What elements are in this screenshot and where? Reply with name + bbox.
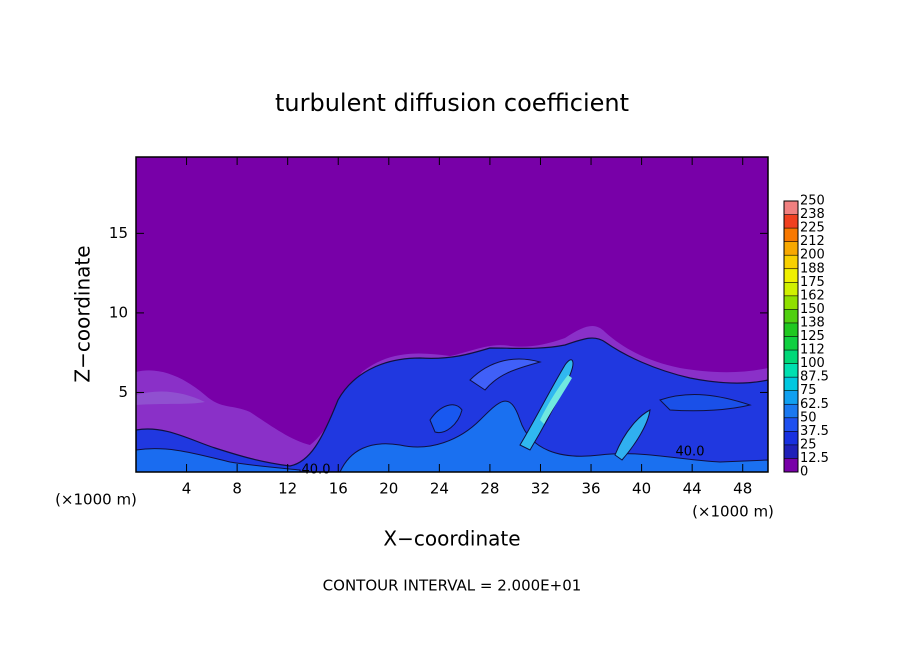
field-band	[429, 404, 463, 434]
x-tick-label: 20	[379, 480, 398, 498]
colorbar-swatch	[784, 404, 798, 418]
colorbar-label: 175	[800, 275, 825, 290]
field-band	[469, 358, 542, 391]
chart-title: turbulent diffusion coefficient	[275, 89, 629, 117]
colorbar-label: 200	[800, 248, 825, 263]
colorbar-swatch	[784, 228, 798, 242]
x-tick-label: 48	[733, 480, 752, 498]
x-tick-label: 28	[480, 480, 499, 498]
field-band	[659, 394, 752, 412]
colorbar-label: 100	[800, 356, 825, 371]
colorbar-label: 150	[800, 302, 825, 317]
contour-label: 40.0	[676, 445, 705, 460]
colorbar-label: 87.5	[800, 370, 829, 385]
colorbar-swatch	[784, 444, 798, 459]
x-unit-label: (×1000 m)	[692, 503, 774, 521]
x-tick-label: 16	[329, 480, 348, 498]
field-band	[519, 359, 574, 451]
x-tick-label: 44	[683, 480, 702, 498]
field-band	[540, 375, 572, 424]
colorbar-swatch	[784, 255, 798, 269]
x-tick-label: 12	[278, 480, 297, 498]
colorbar-swatch	[784, 390, 798, 405]
plot-frame	[135, 156, 769, 473]
colorbar-label: 238	[800, 207, 825, 222]
x-tick-label: 40	[632, 480, 651, 498]
y-tick-label: 10	[109, 303, 128, 321]
colorbar-label: 125	[800, 329, 825, 344]
x-tick-label: 4	[182, 480, 192, 498]
colorbar-label: 188	[800, 261, 825, 276]
colorbar-swatch	[784, 377, 798, 391]
x-tick-label: 36	[581, 480, 600, 498]
colorbar-swatch	[784, 363, 798, 378]
colorbar-swatch	[784, 350, 798, 364]
field-band	[136, 391, 205, 405]
contour-label: 40.0	[302, 463, 331, 478]
colorbar-label: 225	[800, 221, 825, 236]
colorbar-swatch	[784, 431, 798, 445]
colorbar-swatch	[784, 309, 798, 323]
colorbar-swatch	[784, 268, 798, 283]
colorbar-swatch	[784, 458, 798, 472]
contour-field	[136, 157, 768, 472]
colorbar-swatch	[784, 417, 798, 432]
colorbar-label: 12.5	[800, 451, 829, 466]
colorbar-swatch	[784, 214, 798, 229]
field-band	[136, 448, 301, 472]
colorbar-label: 112	[800, 343, 825, 358]
colorbar-label: 0	[800, 465, 808, 480]
x-tick-label: 8	[232, 480, 242, 498]
colorbar-label: 162	[800, 288, 825, 303]
colorbar-swatch	[784, 201, 798, 215]
footnote: CONTOUR INTERVAL = 2.000E+01	[323, 577, 582, 595]
colorbar-swatch	[784, 322, 798, 337]
y-tick-label: 15	[109, 224, 128, 242]
y-tick-label: 5	[118, 383, 128, 401]
colorbar-swatch	[784, 241, 798, 256]
colorbar-swatch	[784, 295, 798, 310]
y-axis-label: Z−coordinate	[71, 245, 95, 382]
colorbar-swatch	[784, 282, 798, 296]
colorbar-label: 25	[800, 437, 817, 452]
colorbar-label: 50	[800, 410, 817, 425]
colorbar-label: 75	[800, 383, 817, 398]
field-band	[339, 400, 768, 472]
x-tick-label: 32	[531, 480, 550, 498]
x-unit-label: (×1000 m)	[55, 491, 137, 509]
colorbar-swatch	[784, 336, 798, 351]
colorbar-label: 250	[800, 194, 825, 209]
colorbar-label: 62.5	[800, 397, 829, 412]
colorbar-label: 37.5	[800, 424, 829, 439]
x-tick-label: 24	[430, 480, 449, 498]
x-axis-label: X−coordinate	[383, 527, 520, 551]
colorbar-label: 212	[800, 234, 825, 249]
field-band	[614, 409, 651, 461]
colorbar-label: 138	[800, 315, 825, 330]
